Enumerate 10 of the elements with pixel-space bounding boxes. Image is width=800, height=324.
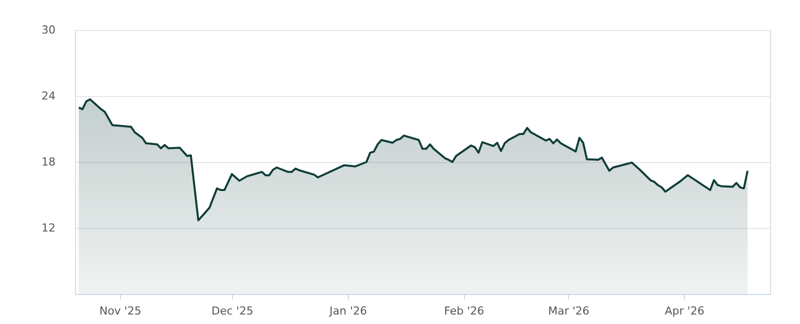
y-tick-label: 24: [42, 90, 56, 102]
y-tick-label: 12: [42, 222, 56, 234]
x-tick-label: Feb '26: [444, 304, 484, 318]
x-tick-label: Jan '26: [328, 304, 368, 318]
x-tick-label: Apr '26: [664, 304, 704, 318]
y-tick-label: 30: [42, 24, 56, 36]
y-tick-label: 18: [42, 156, 56, 168]
x-tick-label: Mar '26: [548, 304, 590, 318]
x-tick-label: Nov '25: [99, 304, 142, 318]
x-tick-label: Dec '25: [212, 304, 254, 318]
